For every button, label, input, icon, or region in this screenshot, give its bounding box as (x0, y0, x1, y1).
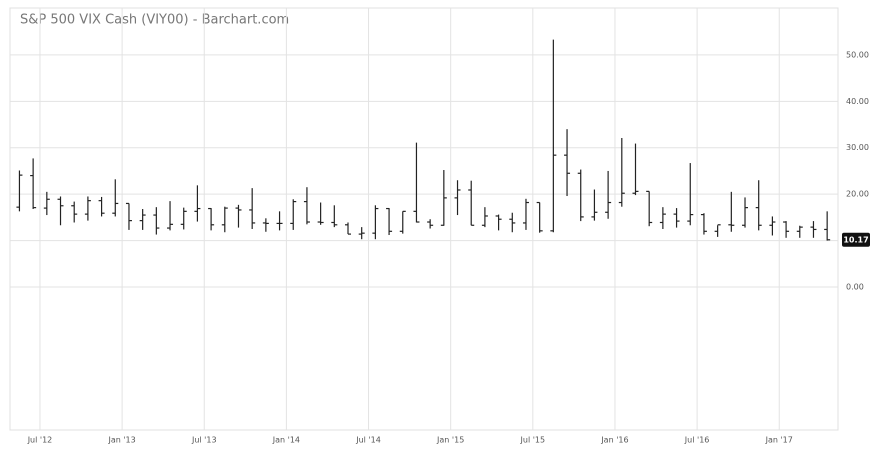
chart-title: S&P 500 VIX Cash (VIY00) - Barchart.com (20, 13, 289, 28)
ohlc-bar (755, 180, 762, 231)
ohlc-bar (43, 191, 50, 216)
ohlc-bar (687, 163, 694, 226)
ohlc-bar (30, 158, 37, 210)
x-tick-label: Jan '17 (765, 436, 793, 445)
ohlc-bar (742, 197, 749, 228)
x-tick-label: Jan '14 (272, 436, 300, 445)
x-tick-label: Jul '16 (684, 436, 710, 445)
ohlc-bar (139, 209, 146, 230)
ohlc-bar (290, 199, 297, 230)
last-price-label: 10.17 (843, 235, 868, 244)
ohlc-bar (153, 207, 160, 235)
ohlc-bar (591, 189, 598, 221)
ohlc-bar (769, 216, 776, 236)
ohlc-bar (372, 205, 379, 240)
ohlc-bar (194, 185, 201, 222)
ohlc-bar (112, 179, 119, 217)
ohlc-bar (796, 225, 803, 238)
x-tick-label: Jan '15 (436, 436, 464, 445)
ohlc-bar (509, 212, 516, 233)
ohlc-bar (427, 219, 434, 229)
ohlc-bar (659, 207, 666, 229)
ohlc-bar (358, 227, 365, 240)
ohlc-bar (180, 207, 187, 230)
ohlc-bar (71, 201, 78, 223)
ohlc-bar (440, 170, 447, 226)
y-tick-label: 50.00 (846, 50, 869, 59)
ohlc-bar (276, 211, 283, 231)
ohlc-bar (673, 208, 680, 228)
ohlc-bar (468, 180, 475, 226)
ohlc-bar (262, 218, 269, 232)
y-tick-label: 40.00 (846, 97, 869, 106)
ohlc-bar (495, 214, 502, 231)
x-tick-label: Jul '14 (355, 436, 381, 445)
ohlc-bar (208, 207, 215, 231)
ohlc-bar (57, 196, 64, 226)
y-tick-label: 30.00 (846, 143, 869, 152)
last-price-box (842, 232, 870, 247)
ohlc-bar (536, 201, 543, 233)
ohlc-bar (16, 170, 23, 212)
ohlc-bar (303, 187, 310, 225)
ohlc-bar (125, 202, 132, 230)
ohlc-bar (577, 169, 584, 222)
y-tick-label: 20.00 (846, 190, 869, 199)
ohlc-bar (700, 213, 707, 235)
ohlc-bar (481, 207, 488, 228)
ohlc-bar (235, 204, 242, 228)
ohlc-bar (810, 221, 817, 238)
ohlc-bar (714, 224, 721, 237)
ohlc-bar (632, 143, 639, 196)
ohlc-bar (98, 196, 105, 217)
x-tick-label: Jul '12 (27, 436, 53, 445)
ohlc-bar (399, 210, 406, 234)
plot-frame (9, 7, 839, 431)
x-tick-label: Jul '15 (520, 436, 546, 445)
ohlc-bar (167, 201, 174, 231)
ohlc-bar (317, 202, 324, 225)
ohlc-bar (564, 129, 571, 197)
x-tick-label: Jul '13 (191, 436, 217, 445)
x-tick-label: Jan '13 (107, 436, 135, 445)
ohlc-bar (618, 137, 625, 207)
ohlc-bar (413, 142, 420, 223)
ohlc-bar (728, 191, 735, 232)
ohlc-bar (550, 39, 557, 233)
ohlc-bar (331, 205, 338, 228)
ohlc-bar (386, 207, 393, 236)
ohlc-bar (605, 170, 612, 219)
ohlc-bar (249, 188, 256, 229)
ohlc-bar (345, 222, 352, 235)
ohlc-bar (646, 190, 653, 227)
ohlc-bar (454, 180, 461, 216)
x-tick-label: Jan '16 (600, 436, 628, 445)
y-tick-label: 0.00 (846, 283, 864, 292)
ohlc-bar (824, 211, 831, 241)
ohlc-bar (84, 196, 91, 221)
ohlc-bar (783, 221, 790, 238)
ohlc-bar (522, 198, 529, 230)
ohlc-bar (221, 206, 228, 233)
